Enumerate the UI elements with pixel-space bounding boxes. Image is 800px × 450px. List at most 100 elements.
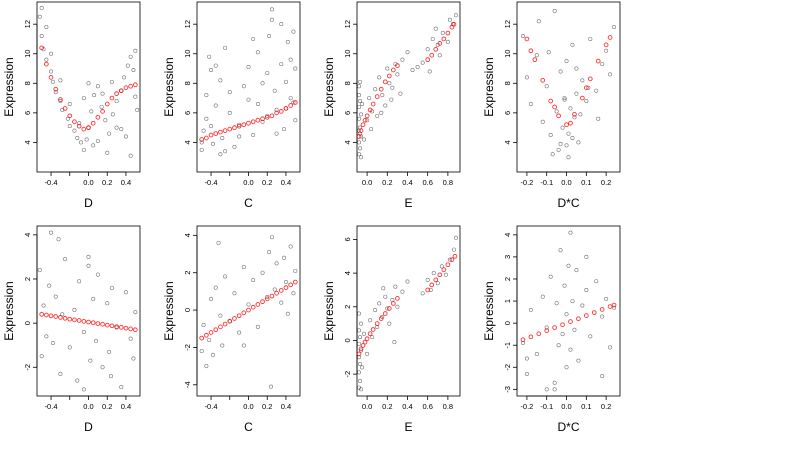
observed-point [293, 268, 298, 273]
plot-frame [196, 1, 301, 173]
fitted-point [44, 312, 49, 318]
observed-point [574, 91, 579, 96]
panel-5: -0.4 0.0 0.2 0.4 -2 0 2 4 D Expression [2, 225, 141, 434]
observed-point [544, 387, 549, 392]
observed-point [550, 152, 555, 157]
x-tick-label: 0.4 [121, 402, 131, 411]
fitted-point [552, 104, 557, 110]
observed-point [131, 356, 136, 361]
fitted-point [232, 316, 237, 321]
observed-point [548, 133, 553, 138]
observed-point [133, 310, 138, 315]
observed-point [566, 155, 571, 160]
fitted-point [199, 335, 205, 341]
observed-point [566, 263, 571, 268]
observed-point [251, 278, 256, 283]
y-axis-title: Expression [482, 281, 496, 340]
fitted-point [364, 113, 370, 119]
observed-point [285, 311, 290, 316]
y-tick-label: 12 [183, 20, 192, 28]
y-tick-label: 8 [183, 81, 192, 85]
fitted-point [81, 319, 87, 324]
observed-point [241, 84, 246, 89]
y-tick-label: 0 [503, 321, 512, 325]
observed-point [210, 352, 215, 357]
fitted-point [524, 36, 530, 42]
x-tick-label: 0.6 [422, 178, 432, 187]
fitted-point [227, 318, 233, 324]
fitted-point [255, 117, 261, 123]
fitted-point [72, 119, 77, 125]
fitted-point [123, 85, 129, 91]
fitted-point [386, 73, 392, 79]
observed-point [534, 53, 539, 58]
plot-frame [516, 1, 621, 173]
observed-point [528, 102, 533, 107]
observed-point [246, 97, 251, 102]
observed-point [359, 348, 364, 353]
panel-1: -0.4 0.0 0.2 0.4 4 6 8 10 12 D Expression [2, 1, 141, 210]
observed-point [209, 124, 214, 129]
observed-point [383, 103, 388, 108]
observed-point [58, 371, 63, 376]
fitted-point [556, 113, 561, 119]
observed-point [357, 104, 362, 109]
observed-point [390, 85, 395, 90]
fitted-point [128, 326, 133, 332]
fitted-point [576, 316, 581, 322]
observed-point [568, 347, 573, 352]
x-tick-label: 0.4 [121, 178, 131, 187]
observed-point [49, 69, 54, 74]
fitted-point [445, 30, 451, 36]
observed-point [576, 140, 581, 145]
fitted-point [607, 304, 613, 309]
observed-point [554, 109, 559, 114]
y-tick-label: 6 [23, 111, 32, 115]
observed-point [377, 75, 382, 80]
observed-point [362, 331, 367, 336]
observed-point [105, 150, 110, 155]
observed-point [367, 96, 372, 101]
observed-point [128, 336, 133, 341]
observed-point [562, 97, 567, 102]
y-axis-title: Expression [322, 281, 336, 340]
x-tick-label: 0.0 [561, 178, 571, 187]
observed-point [107, 131, 112, 136]
observed-point [279, 300, 284, 305]
panel-7: 0.0 0.2 0.4 0.6 0.8 -2 0 2 4 6 E Expression [322, 225, 461, 434]
observed-point [445, 39, 450, 44]
observed-point [546, 50, 551, 55]
observed-point [520, 33, 525, 38]
y-tick-label: 12 [23, 20, 32, 28]
observed-point [453, 13, 458, 18]
observed-point [540, 119, 545, 124]
observed-point [246, 302, 251, 307]
observed-point [570, 299, 575, 304]
observed-point [410, 68, 415, 73]
y-tick-label: 0 [23, 321, 32, 325]
observed-point [405, 50, 410, 55]
observed-point [431, 271, 436, 276]
fitted-point [204, 332, 209, 338]
observed-point [576, 358, 581, 363]
y-axis-title: Expression [162, 281, 176, 340]
observed-point [375, 113, 380, 118]
fitted-point [548, 98, 554, 104]
y-tick-label: 2 [23, 277, 32, 281]
x-axis-title: E [404, 420, 412, 434]
y-tick-label: 10 [503, 50, 512, 58]
fitted-point [367, 331, 373, 337]
fitted-point [437, 41, 443, 46]
fitted-point [109, 323, 115, 329]
observed-point [100, 91, 105, 96]
observed-point [81, 387, 86, 392]
observed-point [562, 96, 567, 101]
fitted-point [227, 126, 233, 132]
observed-point [572, 327, 577, 332]
observed-point [269, 17, 274, 22]
fitted-point [90, 120, 96, 126]
x-tick-label: 0.4 [402, 402, 412, 411]
observed-point [125, 63, 130, 68]
fitted-point [532, 57, 538, 63]
fitted-point [48, 313, 54, 319]
